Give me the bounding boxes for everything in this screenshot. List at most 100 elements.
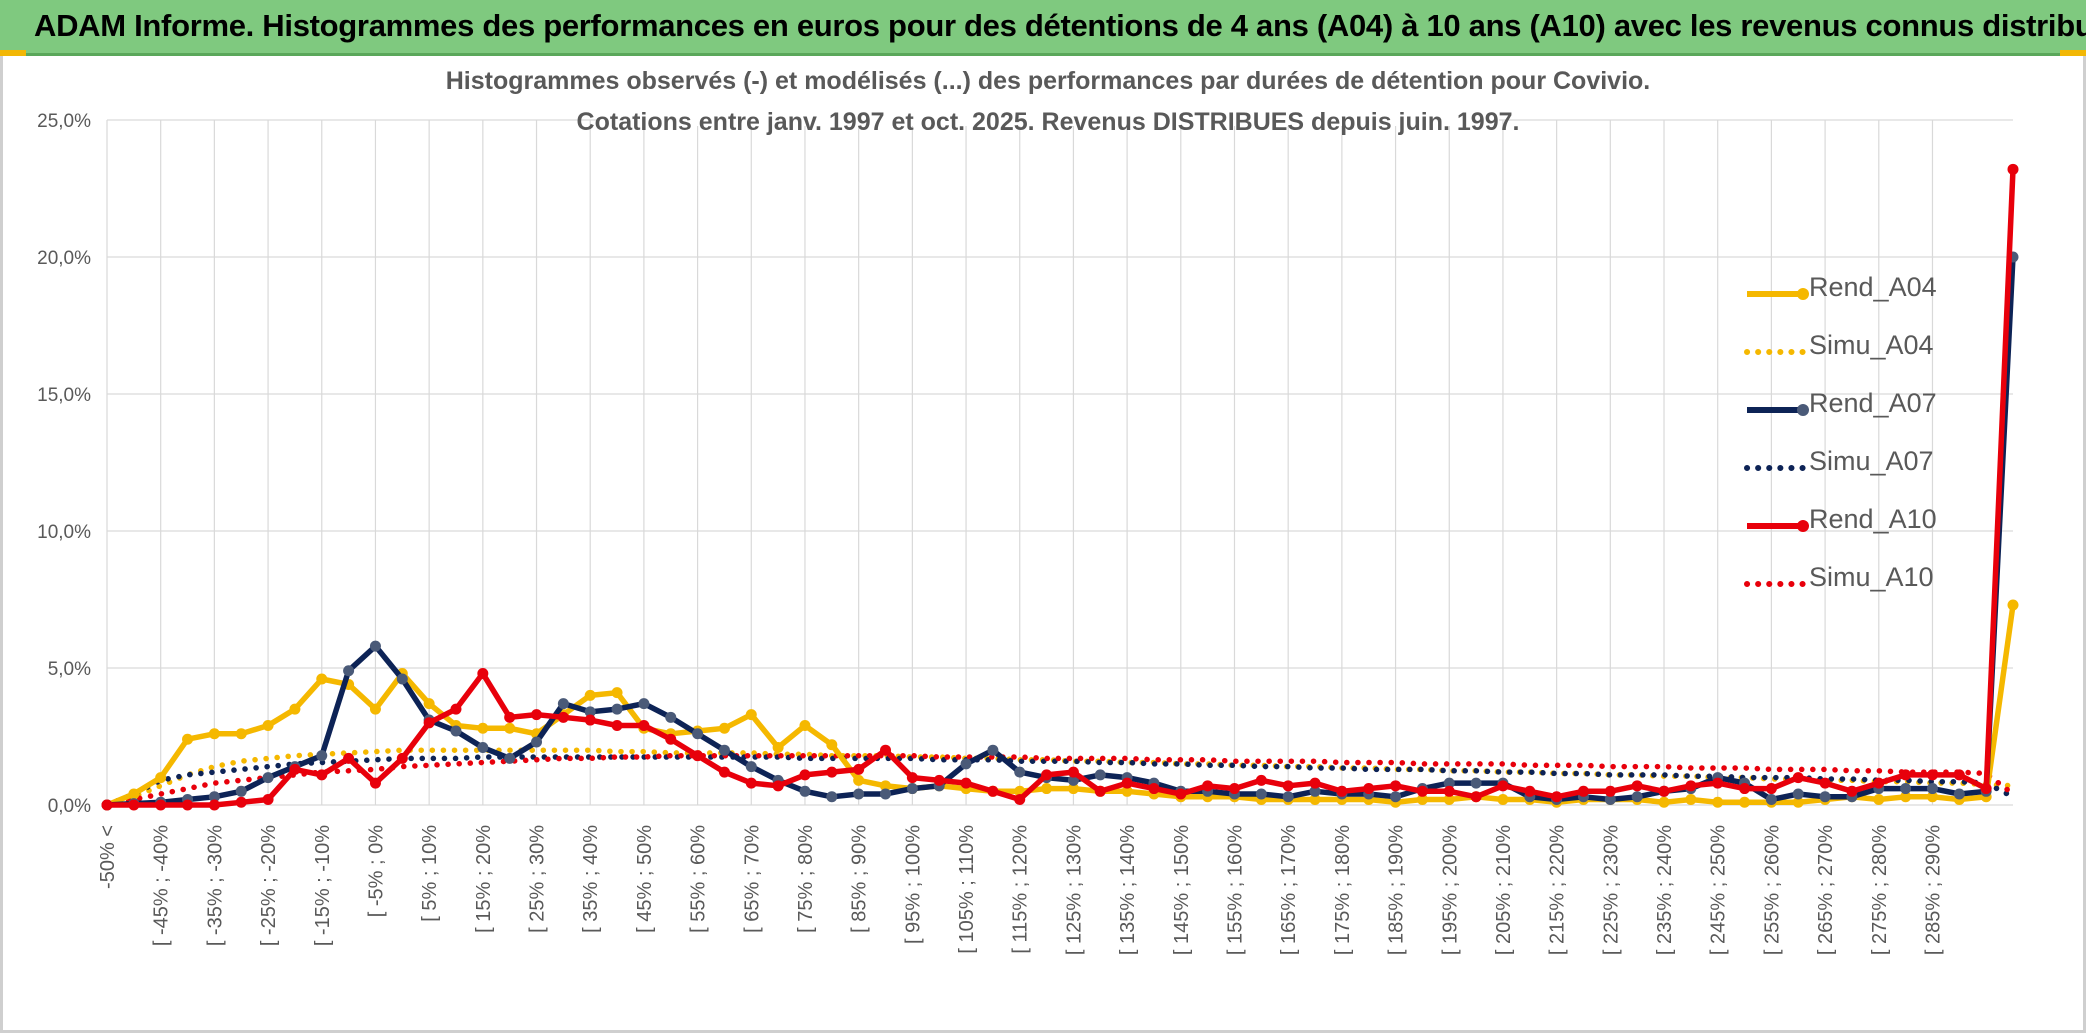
data-point-Rend_A04 [1873,794,1885,806]
data-point-Rend_A07 [1470,777,1482,789]
data-point-Rend_A10 [1953,769,1965,781]
data-point-Rend_A10 [289,763,301,775]
data-point-Rend_A10 [1524,785,1536,797]
data-point-Rend_A10 [1041,769,1053,781]
data-point-Rend_A10 [1900,769,1912,781]
legend-swatch [1747,288,1809,300]
data-point-Rend_A04 [208,728,220,740]
series-line-Simu_A04 [104,747,2016,808]
x-tick-label: [ 235% ; 240% [1654,825,1676,955]
data-point-Rend_A10 [343,752,355,764]
data-point-Rend_A07 [638,698,650,710]
data-point-Rend_A07 [1604,794,1616,806]
data-point-Rend_A10 [450,703,462,715]
data-point-Rend_A04 [1309,794,1321,806]
legend-swatch-marker [1797,288,1809,300]
legend-label: Simu_A07 [1809,446,1934,476]
chart-canvas: 0,0% 5,0% 10,0% 15,0% 20,0% 25,0% -50% < [ -45%… [37,64,2019,955]
data-point-Rend_A10 [396,752,408,764]
data-point-Rend_A10 [155,799,167,811]
data-point-Rend_A07 [477,741,489,753]
series-line-Simu_A07 [104,754,2016,808]
legend-swatch [1744,349,1806,355]
data-point-Rend_A10 [1792,772,1804,784]
data-point-Rend_A04 [477,722,489,734]
data-point-Rend_A10 [1819,777,1831,789]
data-point-Rend_A04 [1739,796,1751,808]
data-point-Rend_A07 [584,706,596,718]
data-point-Rend_A07 [1067,774,1079,786]
legend-label: Simu_A04 [1809,330,1934,360]
title-background [471,64,1626,94]
data-point-Rend_A10 [1712,777,1724,789]
data-point-Rend_A10 [1631,780,1643,792]
data-point-Rend_A10 [557,711,569,723]
data-point-Rend_A07 [906,783,918,795]
data-point-Rend_A04 [1443,794,1455,806]
data-point-Rend_A07 [369,640,381,652]
x-tick-label: [ 55% ; 60% [688,825,710,933]
data-point-Rend_A07 [692,728,704,740]
legend-swatch [1744,465,1806,471]
data-point-Rend_A04 [584,689,596,701]
y-tick-label: 10,0% [37,522,91,543]
data-point-Rend_A10 [128,799,140,811]
x-tick-label: [ 245% ; 250% [1708,825,1730,955]
y-tick-label: 0,0% [48,796,91,817]
x-tick-label: [ 215% ; 220% [1547,825,1569,955]
data-point-Rend_A04 [504,722,516,734]
legend-label: Rend_A04 [1809,272,1937,302]
x-tick-label: [ 85% ; 90% [849,825,871,933]
data-point-Rend_A10 [182,799,194,811]
data-point-Rend_A10 [611,720,623,732]
y-tick-label: 25,0% [37,111,91,132]
data-point-Rend_A07 [611,703,623,715]
data-point-Rend_A10 [1416,785,1428,797]
data-point-Rend_A10 [1739,783,1751,795]
data-point-Rend_A10 [826,766,838,778]
data-point-Rend_A10 [504,711,516,723]
data-point-Rend_A07 [396,673,408,685]
data-point-Rend_A04 [2007,599,2019,611]
legend-swatch [1744,581,1806,587]
data-point-Rend_A07 [1014,766,1026,778]
data-point-Rend_A10 [1202,780,1214,792]
x-tick-label: [ 175% ; 180% [1332,825,1354,955]
y-tick-label: 5,0% [48,659,91,680]
data-point-Rend_A10 [772,780,784,792]
x-tick-label: [ 145% ; 150% [1171,825,1193,955]
legend-item-Simu_A10: Simu_A10 [1741,556,1981,614]
data-point-Rend_A07 [1309,785,1321,797]
data-point-Rend_A10 [208,799,220,811]
data-point-Rend_A10 [1980,783,1992,795]
legend-item-Simu_A04: Simu_A04 [1741,324,1981,382]
banner-title: ADAM Informe. Histogrammes des performan… [34,8,2086,43]
data-point-Rend_A10 [1336,785,1348,797]
x-tick-label: [ 135% ; 140% [1117,825,1139,955]
data-point-Rend_A10 [369,777,381,789]
data-point-Rend_A07 [262,772,274,784]
x-tick-label: [ 95% ; 100% [902,825,924,944]
x-tick-label: [ 155% ; 160% [1224,825,1246,955]
data-point-Rend_A10 [1846,785,1858,797]
data-point-Rend_A04 [289,703,301,715]
x-tick-label: [ -15% ; -10% [312,825,334,946]
data-point-Rend_A10 [665,733,677,745]
data-point-Rend_A10 [423,717,435,729]
chart-frame: 0,0% 5,0% 10,0% 15,0% 20,0% 25,0% -50% < [ -45%… [0,56,2086,1033]
x-tick-label: [ 15% ; 20% [473,825,495,933]
data-point-Rend_A07 [208,791,220,803]
data-point-Rend_A10 [906,772,918,784]
x-tick-label: [ 285% ; 290% [1922,825,1944,955]
data-point-Rend_A07 [1443,777,1455,789]
legend-label: Rend_A10 [1809,504,1937,534]
data-point-Rend_A10 [531,709,543,721]
data-point-Rend_A10 [2007,163,2019,175]
x-tick-label: [ -35% ; -30% [204,825,226,946]
data-point-Rend_A04 [611,687,623,699]
data-point-Rend_A04 [826,739,838,751]
legend-swatch [1747,404,1809,416]
data-point-Rend_A10 [1765,783,1777,795]
legend-item-Rend_A07: Rend_A07 [1741,382,1981,440]
data-point-Rend_A10 [1685,780,1697,792]
